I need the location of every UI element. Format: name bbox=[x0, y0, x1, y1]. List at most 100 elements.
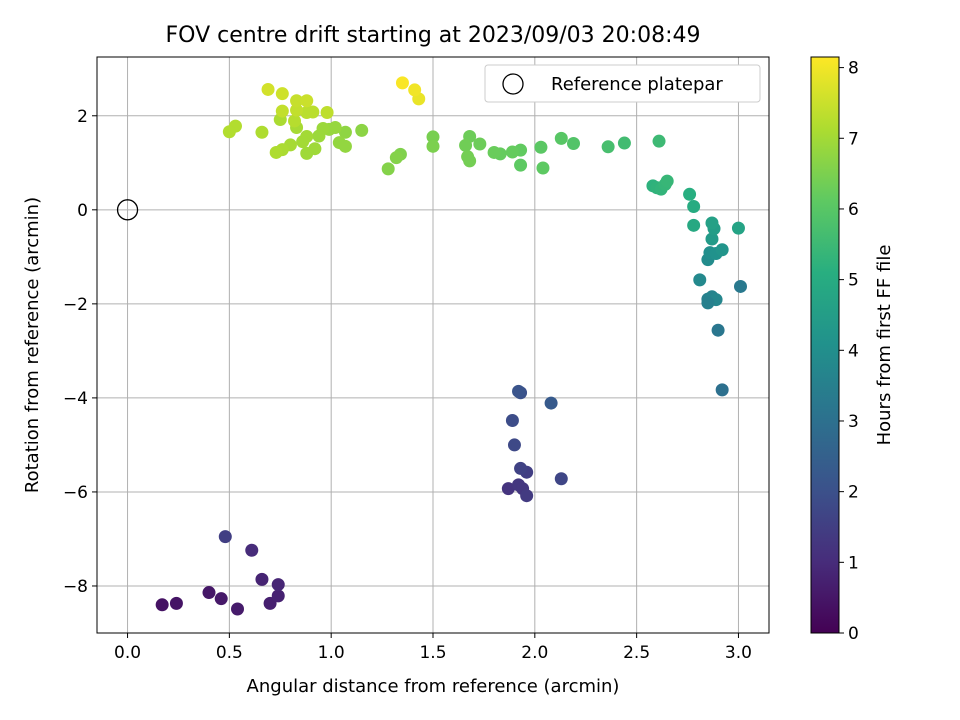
colorbar-tick-label: 2 bbox=[848, 483, 859, 503]
x-axis-ticks: 0.0 0.5 1.0 1.5 2.0 2.5 3.0 bbox=[114, 633, 752, 663]
data-point bbox=[683, 187, 697, 201]
data-point bbox=[290, 103, 304, 117]
colorbar-tick-label: 1 bbox=[848, 553, 859, 573]
data-point bbox=[169, 596, 183, 610]
colorbar: 0 1 2 3 4 5 6 7 8 Hours from first FF file bbox=[810, 56, 895, 644]
data-point bbox=[300, 94, 314, 108]
data-point bbox=[534, 140, 548, 154]
x-tick-label: 2.5 bbox=[623, 643, 650, 663]
data-point bbox=[381, 162, 395, 176]
data-point bbox=[514, 461, 528, 475]
data-point bbox=[218, 530, 232, 544]
data-point bbox=[693, 273, 707, 287]
data-point bbox=[687, 218, 701, 232]
legend-label: Reference platepar bbox=[551, 74, 723, 95]
colorbar-label: Hours from first FF file bbox=[874, 245, 895, 446]
data-point bbox=[601, 140, 615, 154]
data-point bbox=[222, 125, 236, 139]
data-point bbox=[312, 129, 326, 143]
data-points bbox=[155, 76, 747, 616]
data-point bbox=[567, 137, 581, 151]
data-point bbox=[554, 131, 568, 145]
data-point bbox=[715, 243, 729, 257]
y-axis-label: Rotation from reference (arcmin) bbox=[22, 197, 43, 493]
data-point bbox=[426, 139, 440, 153]
data-point bbox=[155, 598, 169, 612]
data-point bbox=[687, 200, 701, 214]
colorbar-tick-label: 4 bbox=[848, 341, 859, 361]
data-point bbox=[505, 413, 519, 427]
data-point bbox=[269, 145, 283, 159]
data-point bbox=[296, 135, 310, 149]
data-point bbox=[617, 136, 631, 150]
data-point bbox=[711, 323, 725, 337]
colorbar-tick-label: 0 bbox=[848, 624, 859, 644]
legend: Reference platepar bbox=[484, 64, 761, 103]
reference-marker bbox=[116, 199, 139, 221]
legend-marker-icon bbox=[502, 73, 524, 95]
data-point bbox=[507, 438, 521, 452]
data-point bbox=[275, 87, 289, 101]
chart-title: FOV centre drift starting at 2023/09/03 … bbox=[166, 23, 701, 48]
data-point bbox=[255, 125, 269, 139]
data-point bbox=[214, 592, 228, 606]
x-tick-label: 2.0 bbox=[521, 643, 548, 663]
data-point bbox=[231, 602, 245, 616]
colorbar-ticks: 0 1 2 3 4 5 6 7 8 bbox=[839, 59, 859, 644]
data-point bbox=[520, 489, 534, 503]
data-point bbox=[355, 123, 369, 137]
colorbar-tick-label: 7 bbox=[848, 129, 859, 149]
data-point bbox=[514, 158, 528, 172]
data-point bbox=[245, 543, 259, 557]
reference-platepar-marker bbox=[116, 199, 139, 221]
data-point bbox=[512, 384, 526, 398]
y-tick-label: 0 bbox=[77, 201, 88, 221]
data-point bbox=[300, 146, 314, 160]
data-point bbox=[501, 482, 515, 496]
data-point bbox=[715, 383, 729, 397]
data-point bbox=[332, 136, 346, 150]
data-point bbox=[271, 589, 285, 603]
x-axis-label: Angular distance from reference (arcmin) bbox=[247, 676, 620, 697]
data-point bbox=[288, 114, 302, 128]
data-point bbox=[426, 130, 440, 144]
colorbar-tick-label: 8 bbox=[848, 59, 859, 79]
x-tick-label: 1.0 bbox=[318, 643, 345, 663]
data-point bbox=[733, 279, 747, 293]
data-point bbox=[473, 137, 487, 151]
data-point bbox=[306, 105, 320, 119]
data-point bbox=[505, 145, 519, 159]
data-point bbox=[320, 105, 334, 119]
data-point bbox=[338, 125, 352, 139]
x-tick-label: 0.5 bbox=[216, 643, 243, 663]
data-point bbox=[705, 232, 719, 246]
x-tick-label: 0.0 bbox=[114, 643, 141, 663]
legend-box bbox=[484, 64, 761, 103]
colorbar-tick-label: 6 bbox=[848, 200, 859, 220]
data-point bbox=[290, 94, 304, 108]
colorbar-gradient bbox=[810, 56, 840, 634]
grid-lines bbox=[97, 57, 769, 633]
y-tick-label: −2 bbox=[63, 295, 88, 315]
y-tick-label: 2 bbox=[77, 107, 88, 127]
data-point bbox=[275, 104, 289, 118]
y-tick-label: −8 bbox=[63, 577, 88, 597]
data-point bbox=[271, 578, 285, 592]
data-point bbox=[731, 221, 745, 235]
data-point bbox=[408, 83, 422, 97]
y-axis-ticks: −8 −6 −4 −2 0 2 bbox=[63, 107, 97, 597]
colorbar-tick-label: 3 bbox=[848, 412, 859, 432]
data-point bbox=[261, 82, 275, 96]
data-point bbox=[652, 134, 666, 148]
data-point bbox=[487, 145, 501, 159]
data-point bbox=[459, 138, 473, 152]
x-tick-label: 1.5 bbox=[419, 643, 446, 663]
x-tick-label: 3.0 bbox=[725, 643, 752, 663]
data-point bbox=[395, 76, 409, 90]
data-point bbox=[255, 572, 269, 586]
data-point bbox=[463, 154, 477, 168]
data-point bbox=[389, 151, 403, 165]
data-point bbox=[536, 161, 550, 175]
y-tick-label: −4 bbox=[63, 389, 88, 409]
